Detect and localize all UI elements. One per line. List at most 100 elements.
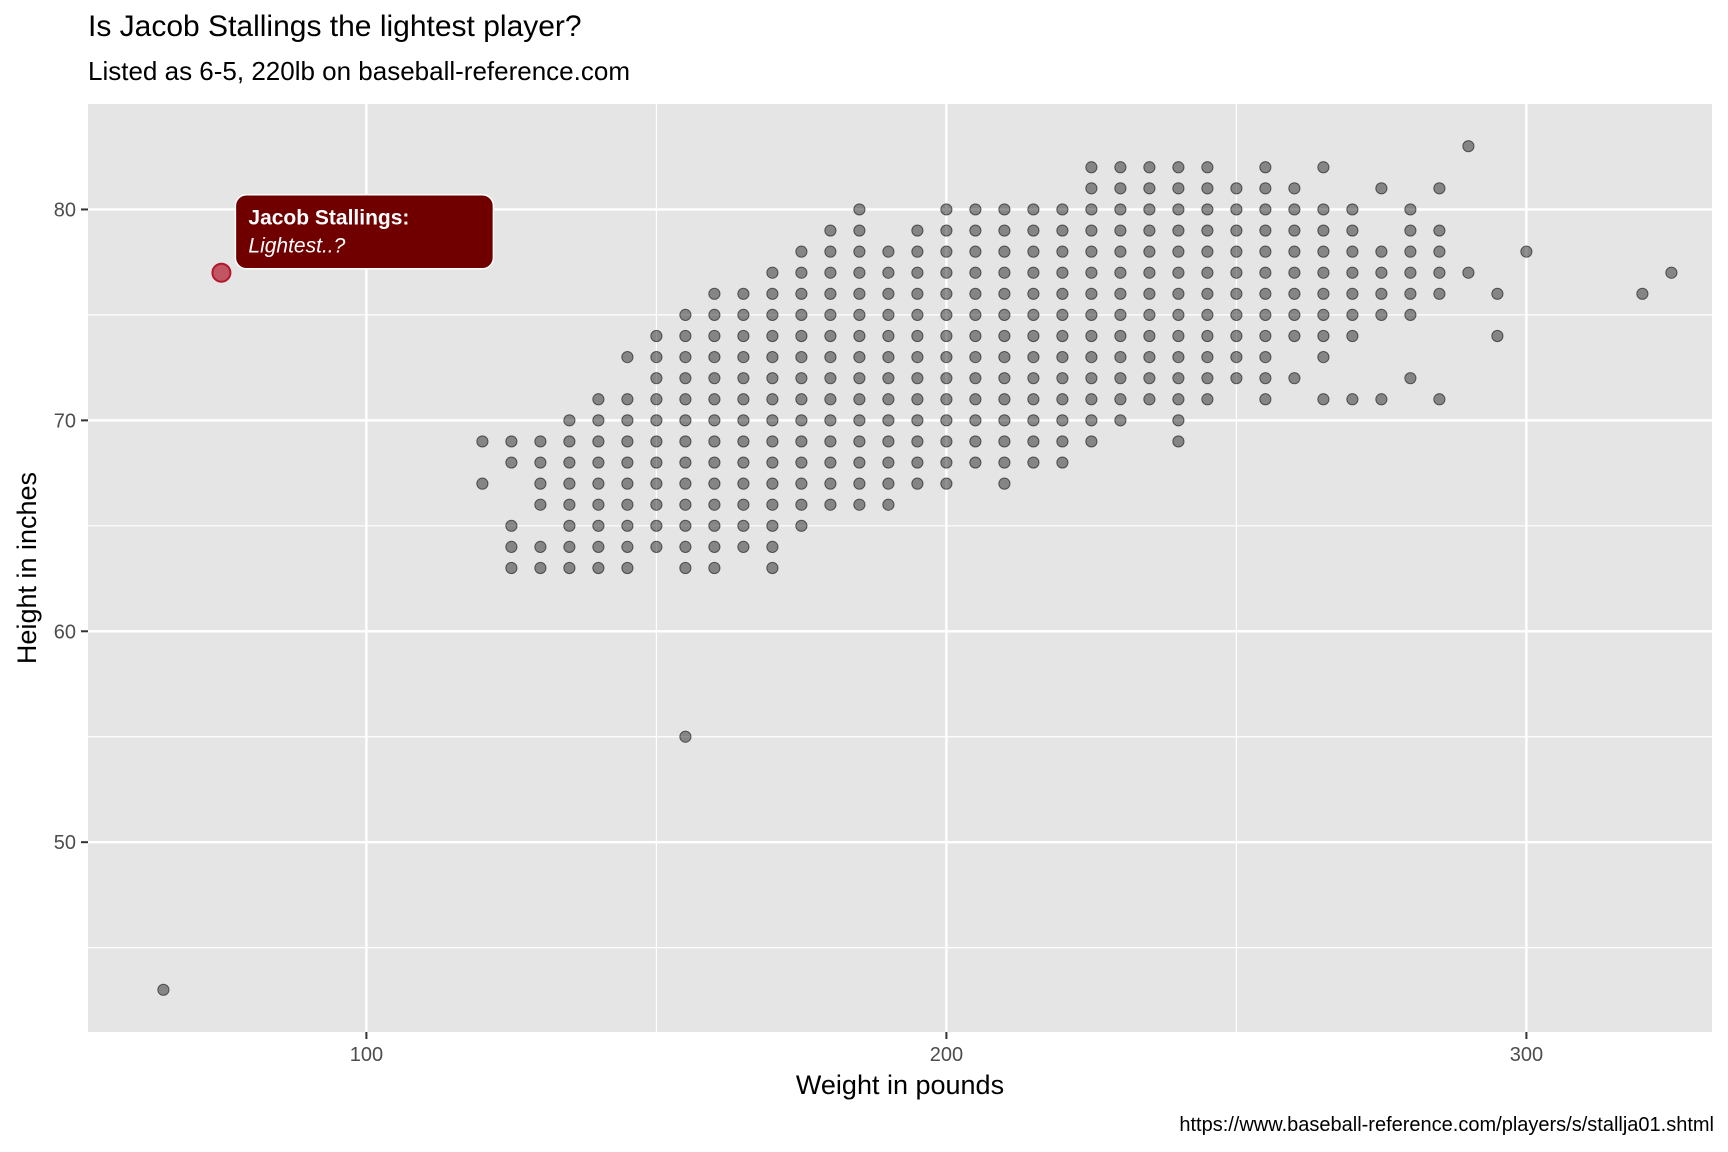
data-point (563, 540, 576, 554)
y-axis: 50 60 70 80 (54, 199, 88, 854)
data-point (1375, 266, 1388, 279)
data-point (969, 372, 982, 385)
data-point (911, 456, 924, 469)
data-point (563, 561, 576, 575)
data-point (795, 393, 808, 406)
data-point (1143, 372, 1156, 385)
data-point (824, 498, 837, 511)
y-tick-label: 80 (54, 199, 76, 221)
data-point (766, 477, 779, 490)
data-point (882, 308, 895, 322)
data-point (911, 477, 924, 490)
data-point (1230, 182, 1243, 195)
data-point (766, 561, 779, 575)
data-point (1375, 393, 1388, 406)
chart-subtitle: Listed as 6-5, 220lb on baseball-referen… (88, 56, 630, 86)
data-point (1317, 393, 1330, 406)
data-point (1056, 287, 1069, 300)
data-point (1143, 245, 1156, 258)
data-point (1172, 372, 1185, 385)
data-point (998, 350, 1011, 364)
data-point (1259, 203, 1272, 216)
data-point (679, 519, 692, 532)
data-point (1143, 224, 1156, 237)
data-point (1404, 372, 1417, 385)
data-point (1259, 224, 1272, 237)
data-point (1346, 329, 1359, 343)
data-point (1085, 435, 1098, 448)
data-point (592, 540, 605, 554)
data-point (1027, 393, 1040, 406)
data-point (1027, 203, 1040, 216)
data-point (1317, 329, 1330, 343)
data-point (969, 224, 982, 237)
data-point (737, 498, 750, 511)
data-point (1288, 266, 1301, 279)
data-point (882, 266, 895, 279)
data-point (853, 414, 866, 427)
data-point (1056, 456, 1069, 469)
data-point (1114, 287, 1127, 300)
data-point (998, 245, 1011, 258)
data-point (998, 456, 1011, 469)
data-point (679, 435, 692, 448)
data-point (1201, 350, 1214, 364)
data-point (911, 266, 924, 279)
highlight-point (211, 262, 232, 283)
data-point (679, 498, 692, 511)
data-point (1172, 393, 1185, 406)
data-point (1346, 224, 1359, 237)
data-point (795, 477, 808, 490)
data-point (708, 308, 721, 322)
data-point (853, 393, 866, 406)
data-point (1143, 266, 1156, 279)
data-point (1172, 266, 1185, 279)
data-point (1085, 182, 1098, 195)
data-point (1143, 308, 1156, 322)
highlight-layer: Jacob Stallings: Lightest..? (211, 193, 495, 283)
data-point (1085, 329, 1098, 343)
data-point (737, 540, 750, 554)
data-point (1201, 224, 1214, 237)
data-point (1259, 393, 1272, 406)
data-point (911, 224, 924, 237)
data-point (1404, 245, 1417, 258)
data-point (679, 730, 692, 743)
data-point (998, 393, 1011, 406)
y-tick-label: 70 (54, 410, 76, 432)
data-point (737, 287, 750, 300)
data-point (1259, 287, 1272, 300)
data-point (1259, 372, 1272, 385)
data-point (1462, 266, 1475, 279)
data-point (1027, 414, 1040, 427)
data-point (795, 519, 808, 532)
data-point (1230, 372, 1243, 385)
data-point (505, 435, 518, 448)
data-point (505, 519, 518, 532)
data-point (1404, 224, 1417, 237)
data-point (766, 308, 779, 322)
data-point (1201, 182, 1214, 195)
data-point (708, 435, 721, 448)
data-point (534, 456, 547, 469)
data-point (1027, 308, 1040, 322)
data-point (1056, 435, 1069, 448)
data-point (621, 540, 634, 554)
data-point (708, 540, 721, 554)
data-point (795, 329, 808, 343)
data-point (1056, 203, 1069, 216)
data-point (824, 329, 837, 343)
chart-title: Is Jacob Stallings the lightest player? (88, 10, 582, 43)
data-point (1317, 308, 1330, 322)
data-point (1085, 393, 1098, 406)
x-tick-label: 300 (1510, 1044, 1543, 1066)
data-point (708, 414, 721, 427)
data-point (940, 393, 953, 406)
data-point (1172, 329, 1185, 343)
data-point (1404, 308, 1417, 322)
data-point (737, 372, 750, 385)
data-point (621, 561, 634, 575)
data-point (998, 329, 1011, 343)
data-point (853, 350, 866, 364)
data-point (1172, 414, 1185, 427)
